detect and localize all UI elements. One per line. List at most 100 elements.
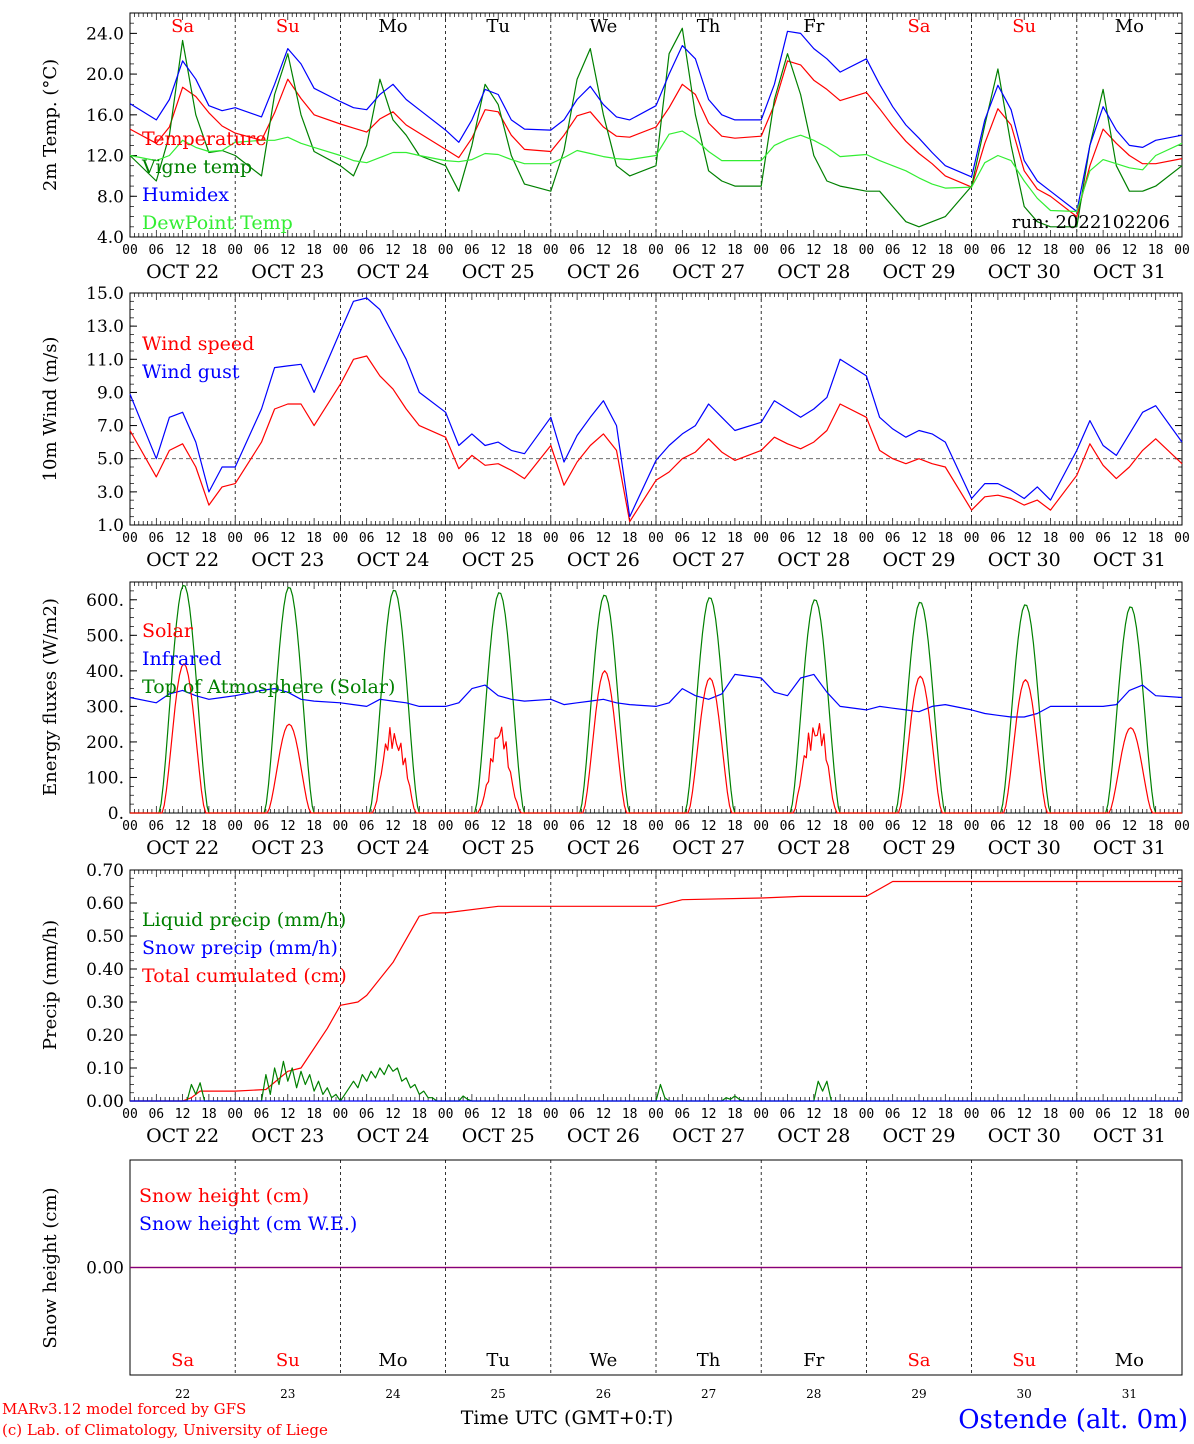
y-tick-label: 5.0 <box>97 450 124 470</box>
y-tick-label: 600. <box>86 591 124 611</box>
x-hour-label: 06 <box>254 531 270 546</box>
date-label: OCT 31 <box>1093 261 1166 283</box>
x-hour-label: 06 <box>780 1107 796 1122</box>
y-tick-label: 0.30 <box>86 993 124 1013</box>
x-hour-label: 12 <box>1016 531 1032 546</box>
x-hour-label: 06 <box>359 531 375 546</box>
y-tick-label: 0.70 <box>86 861 124 881</box>
date-label: OCT 24 <box>356 837 429 859</box>
x-hour-label: 06 <box>885 531 901 546</box>
x-hour-label: 00 <box>543 1107 559 1122</box>
x-hour-label: 12 <box>175 243 191 258</box>
x-hour-label: 12 <box>280 1107 296 1122</box>
x-hour-label: 18 <box>622 819 638 834</box>
x-hour-label: 12 <box>280 243 296 258</box>
y-tick-label: 1.0 <box>97 516 124 536</box>
x-hour-label: 00 <box>227 819 243 834</box>
weekday-label: Tu <box>486 1350 510 1371</box>
day-number: 26 <box>596 1387 611 1401</box>
x-hour-label: 00 <box>438 1107 454 1122</box>
legend-entry: Solar <box>142 620 194 642</box>
x-hour-label: 12 <box>1016 1107 1032 1122</box>
y-tick-label: 15.0 <box>86 284 124 304</box>
weekday-label: Mo <box>378 16 407 37</box>
x-hour-label: 00 <box>333 819 349 834</box>
x-hour-label: 00 <box>1174 243 1190 258</box>
date-label: OCT 26 <box>567 837 640 859</box>
y-tick-label: 200. <box>86 733 124 753</box>
x-hour-label: 00 <box>753 1107 769 1122</box>
date-label: OCT 24 <box>356 549 429 571</box>
x-hour-label: 06 <box>254 243 270 258</box>
x-hour-label: 00 <box>1174 531 1190 546</box>
x-hour-label: 18 <box>832 1107 848 1122</box>
date-label: OCT 26 <box>567 549 640 571</box>
y-tick-label: 0.10 <box>86 1059 124 1079</box>
date-label: OCT 30 <box>988 837 1061 859</box>
legend-entry: Top of Atmosphere (Solar) <box>142 676 395 698</box>
date-label: OCT 23 <box>251 549 324 571</box>
series-line <box>130 663 1182 814</box>
x-hour-label: 00 <box>1069 243 1085 258</box>
date-label: OCT 24 <box>356 261 429 283</box>
x-hour-label: 18 <box>201 243 217 258</box>
day-number: 28 <box>806 1387 821 1401</box>
x-hour-label: 12 <box>701 243 717 258</box>
day-number: 24 <box>385 1387 401 1401</box>
x-hour-label: 00 <box>648 243 664 258</box>
y-tick-label: 9.0 <box>97 383 124 403</box>
y-tick-label: 300. <box>86 697 124 717</box>
x-hour-label: 00 <box>648 531 664 546</box>
x-hour-label: 00 <box>227 243 243 258</box>
x-hour-label: 06 <box>569 819 585 834</box>
weekday-label: Fr <box>803 1350 824 1371</box>
weekday-label: Su <box>276 16 300 37</box>
weekday-label: Mo <box>378 1350 407 1371</box>
x-hour-label: 18 <box>306 531 322 546</box>
day-number: 23 <box>280 1387 295 1401</box>
date-label: OCT 27 <box>672 261 745 283</box>
y-axis-label: Precip (mm/h) <box>40 920 61 1050</box>
x-hour-label: 00 <box>122 243 138 258</box>
x-hour-label: 12 <box>1016 819 1032 834</box>
date-label: OCT 23 <box>251 261 324 283</box>
y-tick-label: 11.0 <box>86 350 124 370</box>
legend-entry: Infrared <box>142 648 222 670</box>
x-hour-label: 00 <box>543 243 559 258</box>
x-hour-label: 12 <box>596 1107 612 1122</box>
x-hour-label: 18 <box>622 1107 638 1122</box>
date-label: OCT 30 <box>988 549 1061 571</box>
x-hour-label: 12 <box>280 819 296 834</box>
x-hour-label: 00 <box>438 819 454 834</box>
date-label: OCT 29 <box>882 261 955 283</box>
x-hour-label: 12 <box>911 531 927 546</box>
weekday-label: Su <box>1012 16 1036 37</box>
x-hour-label: 06 <box>674 531 690 546</box>
series-line <box>129 27 1183 228</box>
date-label: OCT 31 <box>1093 549 1166 571</box>
x-hour-label: 06 <box>569 1107 585 1122</box>
series-line <box>129 297 1183 518</box>
x-hour-label: 18 <box>1148 1107 1164 1122</box>
date-label: OCT 24 <box>356 1125 429 1147</box>
x-hour-label: 06 <box>359 243 375 258</box>
x-hour-label: 06 <box>1095 819 1111 834</box>
panel-3: 600. 500. 400. 300. 200. 100. 0. Energy fluxes … <box>40 581 1190 859</box>
y-tick-label: 0. <box>108 804 124 824</box>
series-line <box>129 60 1183 218</box>
x-hour-label: 00 <box>1069 531 1085 546</box>
x-hour-label: 18 <box>832 243 848 258</box>
x-hour-label: 00 <box>438 531 454 546</box>
x-hour-label: 18 <box>306 243 322 258</box>
date-label: OCT 22 <box>146 1125 219 1147</box>
x-hour-label: 00 <box>333 531 349 546</box>
x-hour-label: 12 <box>701 1107 717 1122</box>
legend-entry: Snow height (cm) <box>139 1185 309 1207</box>
x-hour-label: 06 <box>359 1107 375 1122</box>
x-hour-label: 18 <box>832 819 848 834</box>
day-number: 31 <box>1122 1387 1137 1401</box>
weekday-label: Mo <box>1115 16 1144 37</box>
x-hour-label: 18 <box>411 1107 427 1122</box>
x-hour-label: 12 <box>596 531 612 546</box>
y-tick-label: 0.20 <box>86 1026 124 1046</box>
